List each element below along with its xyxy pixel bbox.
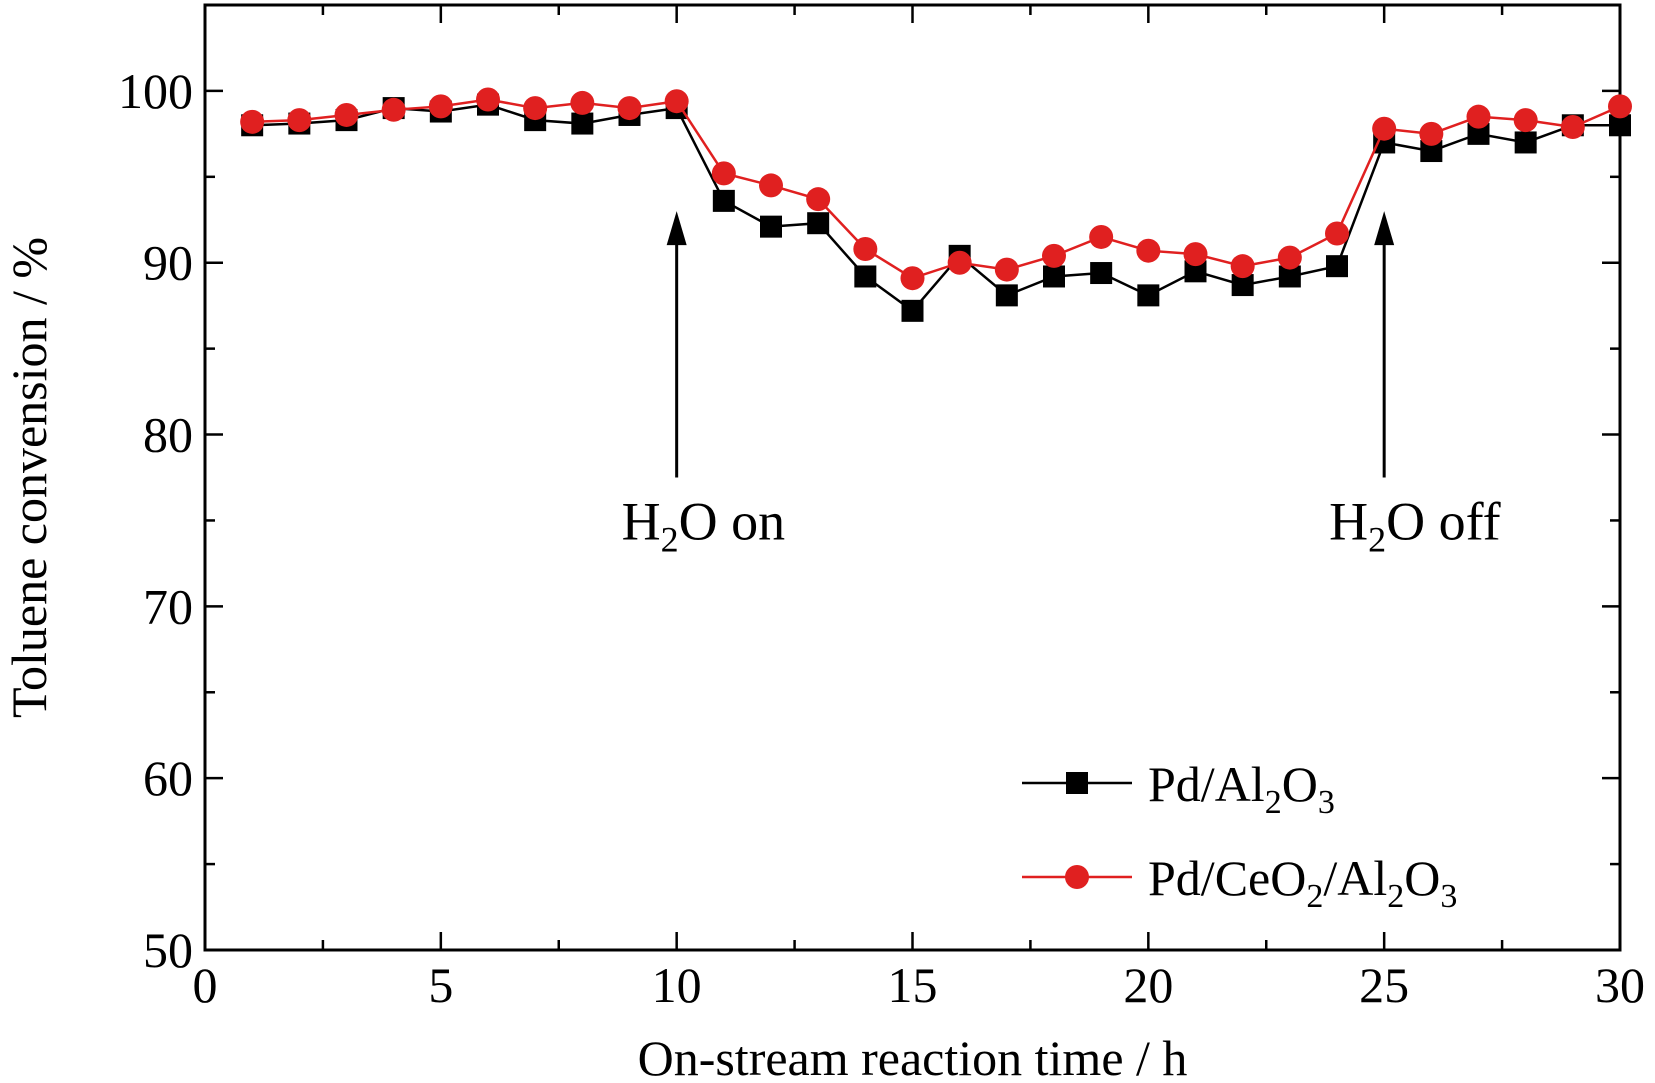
data-point <box>1089 224 1114 249</box>
data-point <box>807 212 830 235</box>
ticks: 0 5 10 15 20 25 30 50 60 70 80 90 100 <box>118 3 1645 1013</box>
data-point <box>1372 116 1397 141</box>
legend-marker <box>1066 772 1088 794</box>
data-point <box>853 236 878 261</box>
x-tick-label: 10 <box>652 957 702 1013</box>
y-axis-label: Toluene convension / % <box>1 237 57 718</box>
data-point <box>664 89 689 114</box>
data-point <box>806 187 831 212</box>
annotation-h2o-on: H2O on <box>622 211 786 560</box>
legend: Pd/Al2O3 Pd/CeO2/Al2O3 <box>1022 756 1457 915</box>
legend-label: Pd/Al2O3 <box>1148 756 1335 821</box>
annotations: H2O on H2O off <box>622 211 1501 560</box>
data-point <box>1183 242 1208 267</box>
arrow-head <box>1374 211 1395 246</box>
data-point <box>1467 122 1490 145</box>
x-axis-label: On-stream reaction time / h <box>638 1030 1188 1083</box>
x-tick-label: 0 <box>193 957 218 1013</box>
data-point <box>1560 114 1585 139</box>
data-point <box>712 189 735 212</box>
data-point <box>711 161 736 186</box>
data-point <box>523 96 548 121</box>
data-point <box>1043 265 1065 288</box>
data-point <box>1042 243 1066 268</box>
data-point <box>428 94 453 119</box>
series-line <box>252 103 1620 313</box>
data-point <box>1137 284 1160 307</box>
x-tick-label: 25 <box>1359 957 1409 1013</box>
data-point <box>1090 262 1113 285</box>
y-tick-label: 70 <box>143 578 193 634</box>
data-point <box>476 87 500 112</box>
data-point <box>760 215 782 238</box>
data-point <box>1231 274 1254 297</box>
x-tick-label: 15 <box>888 957 938 1013</box>
y-tick-label: 100 <box>118 63 193 119</box>
legend-item-1: Pd/CeO2/Al2O3 <box>1022 850 1457 915</box>
data-point <box>1277 245 1302 270</box>
data-point <box>1608 94 1632 119</box>
y-tick-label: 90 <box>143 235 193 291</box>
data-point <box>334 102 359 127</box>
series-line <box>252 98 1621 280</box>
x-tick-label: 20 <box>1123 957 1173 1013</box>
annotation-h2o-off: H2O off <box>1329 211 1501 560</box>
annotation-label: H2O on <box>622 492 786 560</box>
data-point <box>995 284 1018 307</box>
data-point <box>287 108 312 133</box>
data-point <box>994 257 1019 282</box>
data-point <box>854 265 877 288</box>
x-tick-label: 30 <box>1595 957 1645 1013</box>
data-point <box>1466 104 1491 129</box>
legend-label: Pd/CeO2/Al2O3 <box>1148 850 1457 915</box>
data-point <box>1136 238 1161 263</box>
series-1 <box>240 87 1632 291</box>
data-point <box>759 173 783 198</box>
data-point <box>617 96 642 121</box>
data-point <box>1419 121 1444 146</box>
data-point <box>570 90 595 115</box>
data-point <box>1513 108 1538 133</box>
legend-marker <box>1065 865 1089 889</box>
annotation-label: H2O off <box>1329 492 1501 560</box>
y-tick-label: 80 <box>143 407 193 463</box>
data-point <box>1420 140 1443 163</box>
data-point <box>1230 254 1255 279</box>
y-tick-label: 50 <box>143 922 193 978</box>
data-point <box>1325 221 1349 246</box>
data-point <box>571 112 594 135</box>
arrow-head <box>666 211 687 246</box>
data-point <box>1326 255 1348 278</box>
legend-item-0: Pd/Al2O3 <box>1022 756 1335 821</box>
data-point <box>1184 260 1207 283</box>
data-point <box>947 250 972 275</box>
data-point <box>901 299 924 322</box>
series-layer <box>240 87 1632 322</box>
data-point <box>381 97 406 122</box>
data-point <box>900 266 925 291</box>
data-point <box>1514 131 1537 154</box>
data-point <box>1609 114 1631 137</box>
data-point <box>240 109 265 134</box>
x-tick-label: 5 <box>428 957 453 1013</box>
y-tick-label: 60 <box>143 750 193 806</box>
data-point <box>1278 265 1301 288</box>
